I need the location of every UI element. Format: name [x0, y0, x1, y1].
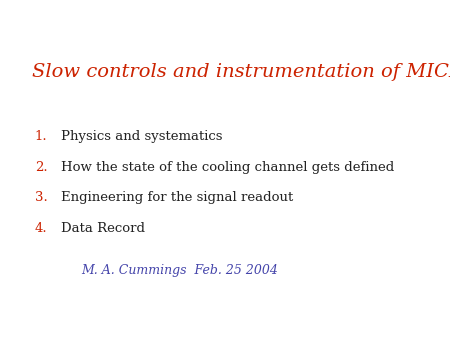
Text: 3.: 3.: [35, 191, 47, 204]
Text: 4.: 4.: [35, 222, 47, 235]
Text: Engineering for the signal readout: Engineering for the signal readout: [61, 191, 293, 204]
Text: 1.: 1.: [35, 130, 47, 143]
Text: Data Record: Data Record: [61, 222, 145, 235]
Text: M. A. Cummings  Feb. 25 2004: M. A. Cummings Feb. 25 2004: [81, 264, 279, 277]
Text: Physics and systematics: Physics and systematics: [61, 130, 222, 143]
Text: Slow controls and instrumentation of MICE: Slow controls and instrumentation of MIC…: [32, 63, 450, 81]
Text: How the state of the cooling channel gets defined: How the state of the cooling channel get…: [61, 161, 394, 174]
Text: 2.: 2.: [35, 161, 47, 174]
